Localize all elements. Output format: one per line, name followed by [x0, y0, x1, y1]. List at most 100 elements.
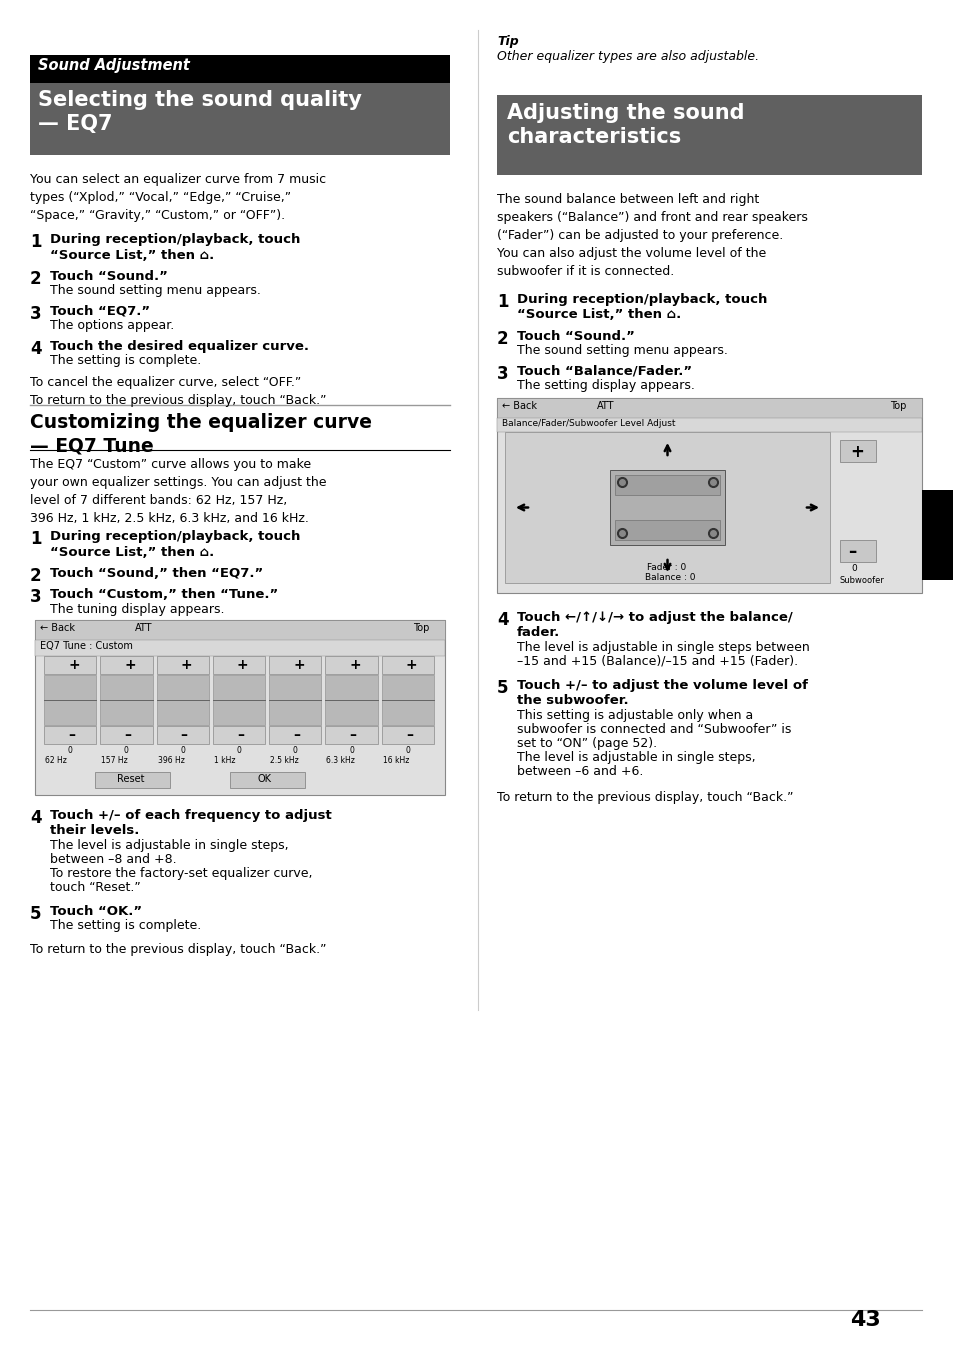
Text: The setting display appears.: The setting display appears.: [517, 379, 694, 392]
Bar: [35, 621, 444, 639]
Bar: [269, 675, 321, 725]
Text: 2: 2: [30, 566, 42, 585]
Bar: [840, 539, 875, 562]
Text: Top: Top: [889, 402, 905, 411]
Text: Touch +/– of each frequency to adjust: Touch +/– of each frequency to adjust: [50, 808, 332, 822]
Bar: [497, 397, 921, 418]
Text: To restore the factory-set equalizer curve,: To restore the factory-set equalizer cur…: [50, 867, 313, 880]
Bar: [840, 439, 875, 462]
Text: +: +: [236, 658, 249, 672]
Text: Touch +/– to adjust the volume level of: Touch +/– to adjust the volume level of: [517, 679, 807, 692]
Bar: [609, 470, 724, 545]
Text: 16 kHz: 16 kHz: [382, 756, 409, 765]
Text: +: +: [124, 658, 136, 672]
Text: –15 and +15 (Balance)/–15 and +15 (Fader).: –15 and +15 (Balance)/–15 and +15 (Fader…: [517, 654, 798, 668]
Text: 0: 0: [180, 746, 185, 754]
Text: 3: 3: [30, 306, 42, 323]
Bar: [269, 656, 321, 675]
Text: 1: 1: [30, 233, 42, 251]
Text: ATT: ATT: [597, 402, 614, 411]
Text: Balance : 0: Balance : 0: [645, 573, 696, 581]
Text: 0: 0: [68, 746, 72, 754]
Bar: [381, 675, 434, 725]
Text: Touch “Sound,” then “EQ7.”: Touch “Sound,” then “EQ7.”: [50, 566, 263, 580]
Text: 43: 43: [849, 1310, 880, 1330]
Text: The tuning display appears.: The tuning display appears.: [50, 603, 224, 617]
Text: Touch “Custom,” then “Tune.”: Touch “Custom,” then “Tune.”: [50, 588, 278, 602]
Text: 4: 4: [497, 611, 508, 629]
Text: OK: OK: [257, 773, 272, 784]
Text: 4: 4: [30, 808, 42, 827]
Bar: [325, 726, 377, 744]
Text: Touch the desired equalizer curve.: Touch the desired equalizer curve.: [50, 339, 309, 353]
Bar: [35, 621, 444, 795]
Text: –: –: [405, 727, 413, 742]
Bar: [100, 675, 152, 725]
Text: 2.5 kHz: 2.5 kHz: [270, 756, 298, 765]
Text: Reset: Reset: [117, 773, 144, 784]
Text: 0: 0: [405, 746, 410, 754]
Text: +: +: [349, 658, 361, 672]
Text: –: –: [349, 727, 356, 742]
Text: This setting is adjustable only when a: This setting is adjustable only when a: [517, 708, 753, 722]
Text: Fader : 0: Fader : 0: [647, 562, 686, 572]
Text: 396 Hz: 396 Hz: [157, 756, 184, 765]
Bar: [213, 675, 265, 725]
Text: their levels.: their levels.: [50, 823, 139, 837]
Bar: [497, 95, 921, 174]
Text: between –8 and +8.: between –8 and +8.: [50, 853, 176, 867]
Text: 1: 1: [497, 293, 508, 311]
Text: Touch “EQ7.”: Touch “EQ7.”: [50, 306, 150, 318]
Bar: [30, 55, 450, 82]
Bar: [497, 397, 921, 594]
Bar: [156, 656, 209, 675]
Text: Touch ←/↑/↓/→ to adjust the balance/: Touch ←/↑/↓/→ to adjust the balance/: [517, 611, 792, 625]
Text: Subwoofer: Subwoofer: [840, 576, 884, 585]
Text: –: –: [236, 727, 244, 742]
Bar: [615, 521, 720, 539]
Text: Balance/Fader/Subwoofer Level Adjust: Balance/Fader/Subwoofer Level Adjust: [501, 419, 675, 429]
Text: 3: 3: [30, 588, 42, 606]
Text: ← Back: ← Back: [40, 623, 75, 633]
Text: fader.: fader.: [517, 626, 559, 639]
Text: 62 Hz: 62 Hz: [45, 756, 67, 765]
Text: set to “ON” (page 52).: set to “ON” (page 52).: [517, 737, 657, 750]
Text: 1: 1: [30, 530, 42, 548]
Bar: [615, 475, 720, 495]
Text: To cancel the equalizer curve, select “OFF.”
To return to the previous display, : To cancel the equalizer curve, select “O…: [30, 376, 326, 407]
Text: Selecting the sound quality
— EQ7: Selecting the sound quality — EQ7: [38, 91, 361, 134]
Text: +: +: [68, 658, 80, 672]
Text: Sound Adjustment: Sound Adjustment: [38, 58, 190, 73]
Text: +: +: [180, 658, 193, 672]
Text: 5: 5: [30, 904, 42, 923]
Text: Touch “Sound.”: Touch “Sound.”: [50, 270, 168, 283]
Text: “Source List,” then ⌂.: “Source List,” then ⌂.: [50, 546, 214, 558]
Text: To return to the previous display, touch “Back.”: To return to the previous display, touch…: [497, 791, 793, 804]
Text: The level is adjustable in single steps between: The level is adjustable in single steps …: [517, 641, 809, 654]
Text: The setting is complete.: The setting is complete.: [50, 354, 201, 366]
Text: 0: 0: [349, 746, 354, 754]
Bar: [921, 489, 953, 580]
Text: –: –: [68, 727, 75, 742]
Text: Top: Top: [413, 623, 429, 633]
Text: 0: 0: [236, 746, 241, 754]
Text: During reception/playback, touch: During reception/playback, touch: [517, 293, 766, 306]
Text: –: –: [293, 727, 300, 742]
Bar: [325, 675, 377, 725]
Text: –: –: [847, 544, 856, 561]
Text: Adjusting the sound
characteristics: Adjusting the sound characteristics: [506, 103, 743, 147]
Text: subwoofer is connected and “Subwoofer” is: subwoofer is connected and “Subwoofer” i…: [517, 723, 791, 735]
Text: During reception/playback, touch: During reception/playback, touch: [50, 233, 300, 246]
Text: 0: 0: [293, 746, 297, 754]
Text: Other equalizer types are also adjustable.: Other equalizer types are also adjustabl…: [497, 50, 759, 64]
Text: You can select an equalizer curve from 7 music
types (“Xplod,” “Vocal,” “Edge,” : You can select an equalizer curve from 7…: [30, 173, 326, 222]
Bar: [35, 639, 444, 656]
Text: the subwoofer.: the subwoofer.: [517, 694, 628, 707]
Text: Customizing the equalizer curve
— EQ7 Tune: Customizing the equalizer curve — EQ7 Tu…: [30, 412, 372, 456]
Text: The options appear.: The options appear.: [50, 319, 174, 333]
Bar: [325, 656, 377, 675]
Text: –: –: [180, 727, 188, 742]
Text: Touch “Sound.”: Touch “Sound.”: [517, 330, 634, 343]
Bar: [269, 726, 321, 744]
Text: +: +: [849, 443, 863, 461]
